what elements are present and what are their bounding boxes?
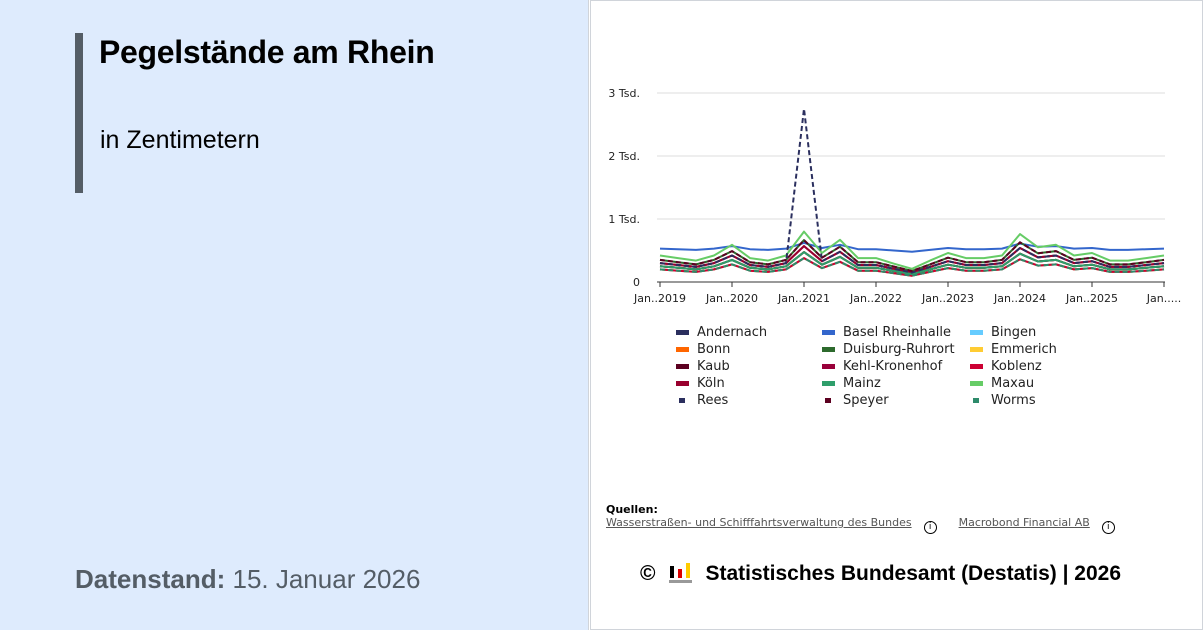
legend-label: Mainz [843, 376, 881, 391]
legend-item[interactable]: Maxau [970, 375, 1090, 392]
x-tick-label: Jan..... [1146, 292, 1181, 305]
chart-legend: Andernach Basel Rheinhalle Bingen Bonn Duisb… [676, 324, 1090, 409]
y-tick-label: 1 Tsd. [608, 213, 640, 226]
legend-item[interactable]: Emmerich [970, 341, 1090, 358]
legend-label: Rees [697, 393, 729, 408]
page-title: Pegelstände am Rhein [99, 34, 435, 70]
legend-item[interactable]: Bingen [970, 324, 1090, 341]
legend-swatch [676, 347, 689, 352]
source-link-macrobond[interactable]: Macrobond Financial AB [958, 516, 1090, 529]
legend-swatch [825, 398, 831, 403]
info-panel: Pegelstände am Rhein in Zentimetern Date… [0, 0, 589, 630]
legend-swatch [676, 381, 689, 386]
legend-label: Bonn [697, 342, 731, 357]
series-line-rees [659, 107, 1165, 274]
legend-item[interactable]: Kehl-Kronenhof [822, 358, 970, 375]
series-line-basel-rheinhalle [659, 241, 1165, 253]
x-tick-label: Jan..2020 [705, 292, 758, 305]
line-chart: 0 1 Tsd. 2 Tsd. 3 Tsd. Jan..2019 Jan..2020 Jan… [608, 87, 1181, 305]
legend-item[interactable]: Mainz [822, 375, 970, 392]
series-line-koblenz [659, 257, 1165, 277]
y-tick-label: 2 Tsd. [608, 150, 640, 163]
sources: Quellen: Wasserstraßen- und Schifffahrts… [606, 503, 1137, 534]
legend-swatch [970, 364, 983, 369]
legend-item[interactable]: Duisburg-Ruhrort [822, 341, 970, 358]
legend-item[interactable]: Bonn [676, 341, 822, 358]
x-tick-label: Jan..2024 [993, 292, 1046, 305]
legend-item[interactable]: Rees [676, 392, 822, 409]
legend-item[interactable]: Andernach [676, 324, 822, 341]
x-tick-label: Jan..2023 [921, 292, 974, 305]
legend-label: Speyer [843, 393, 889, 408]
info-icon[interactable]: i [1101, 521, 1115, 534]
legend-label: Maxau [991, 376, 1035, 391]
legend-label: Koblenz [991, 359, 1042, 374]
data-status-date: 15. Januar 2026 [232, 564, 421, 594]
legend-item[interactable]: Basel Rheinhalle [822, 324, 970, 341]
legend-swatch [676, 364, 689, 369]
legend-label: Bingen [991, 325, 1037, 340]
legend-swatch [822, 347, 835, 352]
x-tick-label: Jan..2025 [1065, 292, 1118, 305]
x-tick-label: Jan..2022 [849, 292, 902, 305]
source-link-wsv[interactable]: Wasserstraßen- und Schifffahrtsverwaltun… [606, 516, 912, 529]
destatis-logo-icon [669, 563, 693, 585]
legend-item[interactable]: Speyer [822, 392, 970, 409]
series-line-maxau [659, 230, 1165, 270]
legend-label: Kehl-Kronenhof [843, 359, 943, 374]
x-tick-label: Jan..2021 [777, 292, 830, 305]
legend-swatch [970, 347, 983, 352]
page-subtitle: in Zentimetern [100, 126, 260, 154]
legend-label: Kaub [697, 359, 730, 374]
legend-swatch [676, 330, 689, 335]
copyright-symbol: © [640, 562, 656, 585]
legend-item[interactable]: Kaub [676, 358, 822, 375]
legend-swatch [822, 381, 835, 386]
sources-heading: Quellen: [606, 503, 658, 516]
data-status-label: Datenstand: [75, 564, 226, 594]
y-tick-label: 3 Tsd. [608, 87, 640, 100]
legend-item[interactable]: Koblenz [970, 358, 1090, 375]
series-line-mainz [659, 251, 1165, 276]
x-tick-label: Jan..2019 [633, 292, 686, 305]
accent-bar [75, 33, 83, 193]
data-status: Datenstand: 15. Januar 2026 [75, 564, 420, 595]
legend-label: Köln [697, 376, 725, 391]
footer-copyright: © Statistisches Bundesamt (Destatis) | 2… [640, 562, 1121, 586]
legend-swatch [970, 381, 983, 386]
series-line-speyer [659, 239, 1165, 272]
legend-label: Worms [991, 393, 1036, 408]
legend-swatch [679, 398, 685, 403]
y-tick-label: 0 [633, 276, 640, 289]
legend-swatch [822, 330, 835, 335]
legend-label: Andernach [697, 325, 768, 340]
legend-swatch [973, 398, 979, 403]
footer-text: Statistisches Bundesamt (Destatis) | 202… [705, 562, 1122, 585]
legend-item[interactable]: Köln [676, 375, 822, 392]
info-icon[interactable]: i [923, 521, 937, 534]
legend-label: Duisburg-Ruhrort [843, 342, 955, 357]
legend-label: Basel Rheinhalle [843, 325, 951, 340]
legend-label: Emmerich [991, 342, 1057, 357]
legend-item[interactable]: Worms [970, 392, 1090, 409]
legend-swatch [970, 330, 983, 335]
legend-swatch [822, 364, 835, 369]
